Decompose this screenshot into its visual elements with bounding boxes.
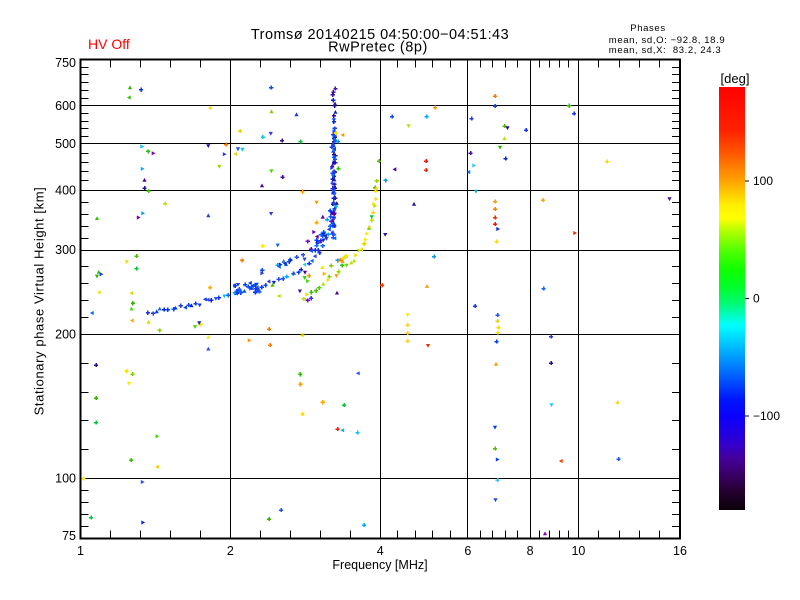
svg-text:RwPretec (8p): RwPretec (8p) [328, 40, 428, 56]
svg-text:600: 600 [55, 99, 76, 113]
svg-text:8: 8 [527, 544, 534, 558]
svg-text:1: 1 [77, 544, 84, 558]
svg-text:Frequency [MHz]: Frequency [MHz] [332, 558, 427, 572]
svg-text:100: 100 [753, 174, 773, 188]
svg-text:75: 75 [62, 529, 76, 543]
svg-text:750: 750 [55, 56, 76, 70]
svg-text:Phases: Phases [630, 23, 665, 34]
svg-text:4: 4 [377, 544, 384, 558]
svg-text:400: 400 [55, 183, 76, 197]
svg-text:500: 500 [55, 137, 76, 151]
svg-text:mean, sd,X: 83.2, 24.3: mean, sd,X: 83.2, 24.3 [609, 45, 722, 56]
svg-text:16: 16 [673, 544, 687, 558]
svg-text:0: 0 [753, 292, 760, 306]
svg-text:2: 2 [227, 544, 234, 558]
svg-text:[deg]: [deg] [721, 71, 750, 86]
svg-text:10: 10 [571, 544, 585, 558]
svg-text:100: 100 [55, 472, 76, 486]
svg-text:Stationary phase Virtual Heigh: Stationary phase Virtual Height [km] [32, 187, 47, 416]
svg-text:Tromsø 20140215 04:50:00−04:51: Tromsø 20140215 04:50:00−04:51:43 [251, 27, 509, 43]
svg-text:200: 200 [55, 328, 76, 342]
svg-text:300: 300 [55, 243, 76, 257]
svg-text:mean, sd,O: −92.8, 18.9: mean, sd,O: −92.8, 18.9 [609, 35, 725, 46]
svg-text:HV Off: HV Off [88, 36, 130, 52]
svg-text:−100: −100 [753, 409, 780, 423]
svg-text:6: 6 [464, 544, 471, 558]
